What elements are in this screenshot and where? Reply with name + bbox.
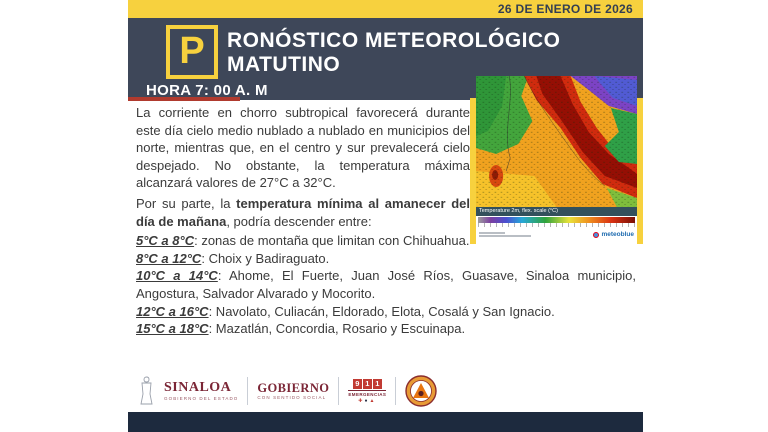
paragraph-minima-prefix: Por su parte, la bbox=[136, 195, 237, 211]
paragraph-minima-bold: temperatura mínima al amanecer del día d… bbox=[136, 195, 470, 229]
range-label: 10°C a 14°C bbox=[136, 268, 218, 284]
range-item: 10°C a 14°C: Ahome, El Fuerte, Juan José… bbox=[136, 267, 636, 302]
meteoblue-label: meteoblue bbox=[601, 231, 634, 238]
time-label: HORA 7: 00 A. M bbox=[146, 82, 268, 99]
temperature-scale-bar bbox=[478, 217, 635, 223]
range-item: 15°C a 18°C: Mazatlán, Concordia, Rosari… bbox=[136, 320, 636, 338]
range-separator: : bbox=[217, 268, 222, 284]
map-legend-title-bar: Temperature 2m, flex. scale (°C) bbox=[476, 207, 637, 216]
range-areas: Ahome, El Fuerte, Juan José Ríos, Guasav… bbox=[136, 268, 636, 301]
weather-map-image: Temperature 2m, flex. scale (°C) meteobl… bbox=[476, 76, 637, 244]
gobierno-subtitle: CON SENTIDO SOCIAL bbox=[257, 395, 327, 400]
range-label: 5°C a 8°C bbox=[136, 233, 195, 249]
sinaloa-label: SINALOA bbox=[164, 379, 232, 395]
logo-divider bbox=[247, 377, 249, 405]
sinaloa-wordmark: SINALOA GOBIERNO DEL ESTADO bbox=[164, 379, 239, 402]
range-item: 12°C a 16°C: Navolato, Culiacán, Eldorad… bbox=[136, 303, 636, 321]
logo-divider bbox=[338, 377, 340, 405]
emergency-digit: 1 bbox=[362, 378, 372, 389]
paragraph-minima: Por su parte, la temperatura mínima al a… bbox=[136, 195, 470, 230]
medical-cross-icon: ✚ bbox=[358, 397, 365, 404]
map-legend-footer: meteoblue bbox=[476, 227, 637, 242]
p-logo-letter: P bbox=[179, 30, 205, 72]
header-band: P RONÓSTICO METEOROLÓGICO MATUTINO HORA … bbox=[128, 18, 643, 100]
sinaloa-statue-icon bbox=[140, 376, 153, 405]
range-label: 15°C a 18°C bbox=[136, 321, 209, 337]
title-line2: MATUTINO bbox=[227, 53, 341, 76]
proteccion-civil-crest-icon bbox=[405, 375, 437, 407]
title-line1: RONÓSTICO METEOROLÓGICO bbox=[227, 29, 561, 52]
range-separator: : bbox=[201, 250, 205, 266]
range-areas: Navolato, Culiacán, Eldorado, Elota, Cos… bbox=[212, 303, 555, 319]
fire-triangle-icon: ▲ bbox=[369, 397, 377, 404]
emergency-911-logo: 9 1 1 EMERGENCIAS ✚●▲ bbox=[348, 378, 387, 404]
paragraph-intro: La corriente en chorro subtropical favor… bbox=[136, 105, 470, 191]
range-label: 12°C a 16°C bbox=[136, 303, 209, 319]
logo-divider bbox=[395, 377, 397, 405]
weather-map-card: Temperature 2m, flex. scale (°C) meteobl… bbox=[470, 76, 643, 244]
police-dot-icon: ● bbox=[364, 397, 370, 404]
range-areas: zonas de montaña que limitan con Chihuah… bbox=[197, 233, 470, 249]
p-logo-box: P bbox=[166, 25, 218, 79]
range-separator: : bbox=[194, 233, 198, 249]
range-label: 8°C a 12°C bbox=[136, 250, 202, 266]
forecast-poster: 26 DE ENERO DE 2026 P RONÓSTICO METEOROL… bbox=[128, 0, 643, 432]
bottom-navy-bar bbox=[128, 412, 643, 432]
map-legend-title: Temperature 2m, flex. scale (°C) bbox=[479, 208, 558, 214]
red-accent-line bbox=[128, 97, 240, 101]
map-model-info bbox=[479, 231, 531, 238]
gobierno-label: GOBIERNO bbox=[257, 380, 330, 395]
emergency-label: EMERGENCIAS bbox=[348, 389, 387, 397]
temperature-map bbox=[476, 76, 637, 207]
sinaloa-subtitle: GOBIERNO DEL ESTADO bbox=[164, 395, 239, 401]
meteoblue-logo: meteoblue bbox=[593, 231, 634, 238]
emergency-digits: 9 1 1 bbox=[352, 378, 382, 389]
meteoblue-mark-icon bbox=[593, 231, 600, 238]
emergency-digit: 9 bbox=[352, 378, 362, 389]
range-item: 5°C a 8°C: zonas de montaña que limitan … bbox=[136, 232, 636, 250]
emergency-digit: 1 bbox=[372, 378, 382, 389]
range-separator: : bbox=[208, 321, 213, 337]
date-banner: 26 DE ENERO DE 2026 bbox=[128, 0, 643, 18]
forecast-text-area: La corriente en chorro subtropical favor… bbox=[128, 100, 643, 412]
range-separator: : bbox=[208, 303, 213, 319]
paragraph-minima-suffix: , podría descender entre: bbox=[226, 213, 372, 229]
range-areas: Mazatlán, Concordia, Rosario y Escuinapa… bbox=[212, 321, 466, 337]
page-title: RONÓSTICO METEOROLÓGICO MATUTINO bbox=[227, 29, 561, 77]
temperature-scale-ticks bbox=[478, 223, 635, 227]
temp-range-list: 5°C a 8°C: zonas de montaña que limitan … bbox=[136, 232, 636, 338]
emergency-service-icons: ✚●▲ bbox=[358, 398, 376, 404]
gobierno-wordmark: GOBIERNO CON SENTIDO SOCIAL bbox=[257, 380, 330, 401]
range-areas: Choix y Badiraguato. bbox=[204, 250, 330, 266]
range-item: 8°C a 12°C: Choix y Badiraguato. bbox=[136, 250, 636, 268]
footer-logos: SINALOA GOBIERNO DEL ESTADO GOBIERNO CON… bbox=[138, 371, 437, 411]
